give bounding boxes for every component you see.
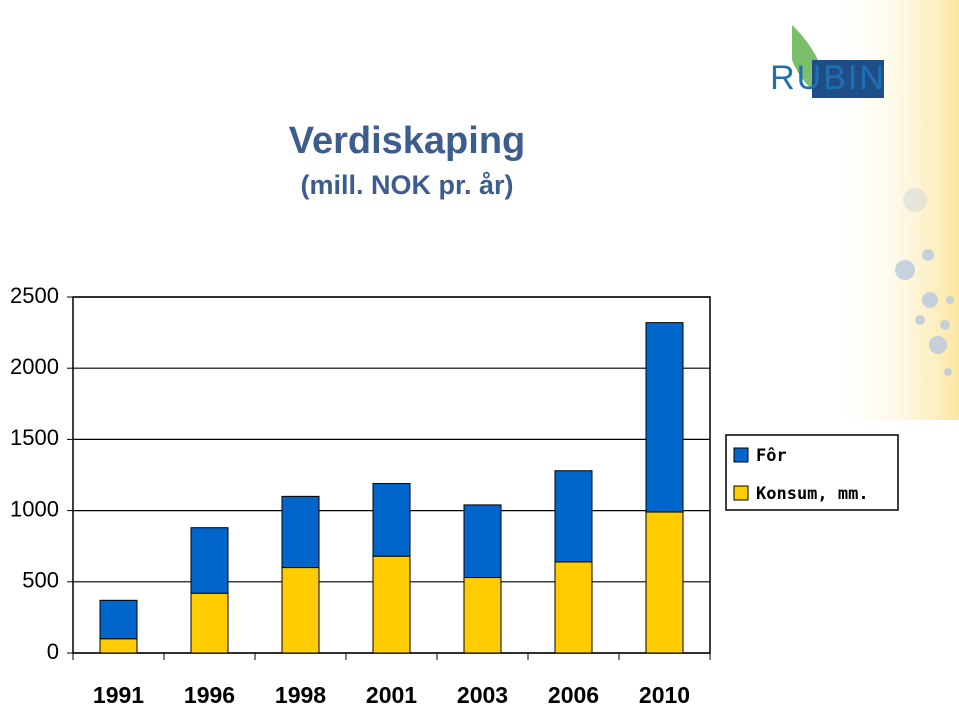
y-tick-label: 2000 xyxy=(10,354,59,379)
x-tick-label: 2003 xyxy=(457,682,508,708)
logo-leaf xyxy=(792,25,818,92)
x-tick-label: 1991 xyxy=(93,682,144,708)
legend-swatch xyxy=(733,485,749,501)
legend-label: Konsum, mm. xyxy=(756,484,869,504)
bar-segment xyxy=(190,527,229,594)
bar-segment xyxy=(372,483,411,557)
x-tick-label: 2010 xyxy=(639,682,690,708)
bar-segment xyxy=(99,599,138,640)
bar-segment xyxy=(554,470,593,563)
bar-segment xyxy=(645,322,684,513)
bar-segment xyxy=(554,561,593,654)
x-tick-label: 2006 xyxy=(548,682,599,708)
bubbles xyxy=(895,188,954,376)
chart-title: Verdiskaping xyxy=(289,120,526,162)
y-tick-label: 500 xyxy=(22,568,59,593)
y-tick-label: 1000 xyxy=(10,496,59,521)
logo-text: RUBIN xyxy=(770,59,886,97)
x-tick-label: 2001 xyxy=(366,682,417,708)
bar-segment xyxy=(463,577,502,654)
bar-segment xyxy=(372,555,411,654)
legend-label: Fôr xyxy=(756,446,787,466)
x-tick-label: 1998 xyxy=(275,682,326,708)
legend-swatch xyxy=(733,447,749,463)
bar-segment xyxy=(190,592,229,654)
legend xyxy=(725,434,899,511)
bar-segment xyxy=(99,638,138,654)
y-tick-label: 0 xyxy=(47,639,59,664)
y-tick-label: 1500 xyxy=(10,425,59,450)
x-tick-label: 1996 xyxy=(184,682,235,708)
bar-segment xyxy=(281,495,320,569)
y-tick-label: 2500 xyxy=(10,283,59,308)
chart-subtitle: (mill. NOK pr. år) xyxy=(300,170,513,200)
bar-segment xyxy=(645,511,684,654)
logo-box xyxy=(812,60,884,98)
bar-segment xyxy=(463,504,502,579)
bar-segment xyxy=(281,567,320,654)
